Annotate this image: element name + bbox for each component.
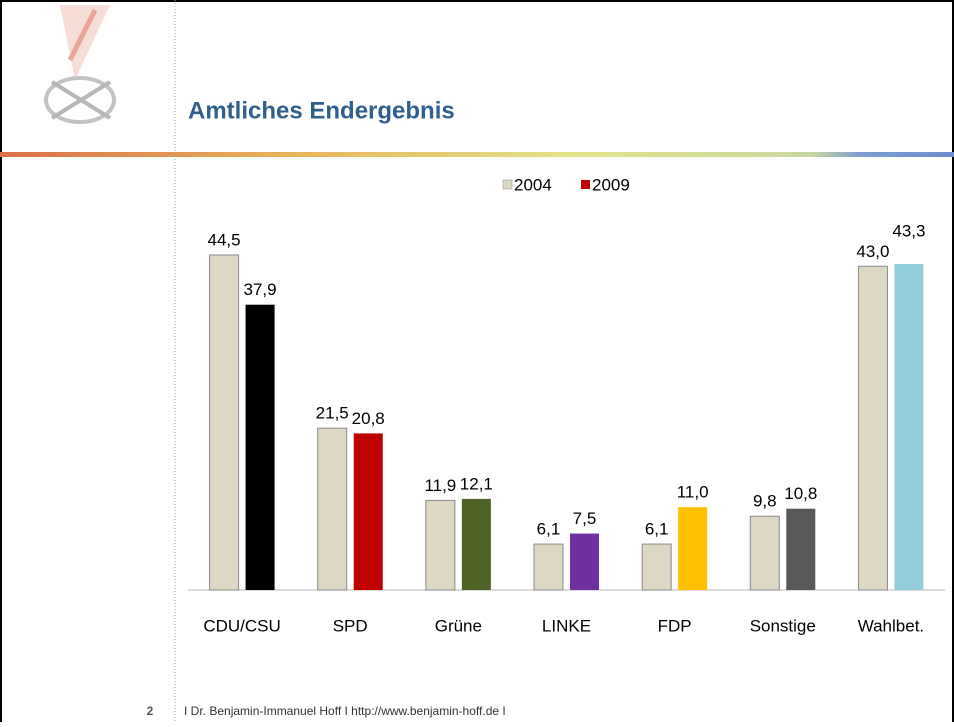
slide-title: Amtliches Endergebnis	[188, 97, 455, 124]
bar	[462, 499, 491, 590]
divider	[0, 152, 954, 157]
value-label: 10,8	[784, 484, 817, 503]
bar	[318, 428, 347, 590]
x-tick-label: Wahlbet.	[858, 616, 924, 635]
x-tick-label: Grüne	[435, 616, 482, 635]
bar	[426, 500, 455, 590]
value-label: 21,5	[316, 404, 349, 423]
x-tick-label: LINKE	[542, 616, 591, 635]
value-label: 44,5	[208, 230, 241, 249]
legend-label: 2004	[514, 175, 552, 194]
bar	[642, 544, 671, 590]
bar	[894, 264, 923, 590]
bar	[750, 516, 779, 590]
value-label: 20,8	[352, 409, 385, 428]
legend-swatch	[581, 180, 590, 189]
value-label: 43,0	[856, 242, 889, 261]
value-label: 9,8	[753, 492, 777, 511]
bar	[246, 305, 275, 590]
x-tick-label: Sonstige	[750, 616, 816, 635]
value-label: 6,1	[537, 520, 561, 539]
bar	[786, 509, 815, 590]
x-tick-label: CDU/CSU	[203, 616, 280, 635]
value-label: 43,3	[892, 222, 925, 241]
legend-label: 2009	[592, 175, 630, 194]
footer: I Dr. Benjamin-Immanuel Hoff I http://ww…	[184, 704, 506, 718]
legend-swatch	[503, 180, 512, 189]
bar	[534, 544, 563, 590]
value-label: 12,1	[460, 474, 493, 493]
bar	[858, 266, 887, 590]
value-label: 11,9	[424, 476, 456, 495]
value-label: 11,0	[677, 483, 709, 502]
x-tick-label: FDP	[658, 616, 692, 635]
x-tick-label: SPD	[333, 616, 368, 635]
page-number: 2	[147, 704, 154, 718]
bar	[678, 507, 707, 590]
bar	[210, 255, 239, 590]
value-label: 37,9	[244, 280, 277, 299]
slide-border	[1, 1, 953, 722]
bar	[570, 534, 599, 590]
bar	[354, 433, 383, 590]
slide: Amtliches Endergebnis 2 I Dr. Benjamin-I…	[0, 0, 954, 722]
value-label: 7,5	[573, 509, 597, 528]
value-label: 6,1	[645, 520, 669, 539]
